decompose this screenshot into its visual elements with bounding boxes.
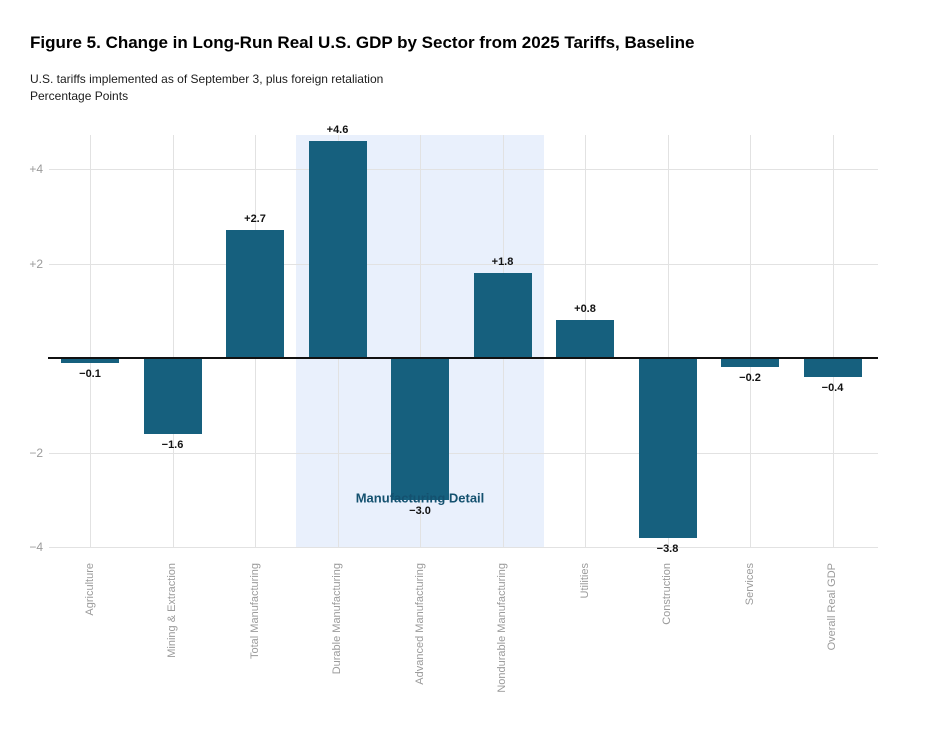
bar-value-label: +4.6 — [326, 123, 349, 136]
bar-value-label: −1.6 — [161, 438, 184, 451]
x-axis-label: Nondurable Manufacturing — [496, 563, 508, 693]
bar — [143, 358, 202, 434]
chart-title: Figure 5. Change in Long-Run Real U.S. G… — [30, 33, 695, 52]
x-axis-label: Mining & Extraction — [166, 563, 178, 658]
vertical-gridline — [667, 135, 669, 547]
vertical-gridline — [90, 135, 91, 547]
bar-value-label: −0.2 — [739, 372, 761, 385]
bar — [473, 272, 532, 358]
x-axis-label: Advanced Manufacturing — [413, 563, 426, 685]
bar — [556, 320, 614, 358]
x-axis-label: Agriculture — [83, 563, 96, 616]
horizontal-gridline — [49, 547, 878, 548]
horizontal-gridline — [49, 452, 878, 454]
horizontal-gridline — [49, 263, 878, 265]
vertical-gridline — [750, 135, 751, 547]
bar-value-label: +1.8 — [491, 255, 514, 268]
horizontal-gridline — [49, 169, 878, 170]
bar — [391, 358, 449, 500]
bar — [803, 358, 862, 377]
bar — [308, 140, 367, 358]
zero-axis-line — [48, 357, 878, 359]
x-axis-label: Utilities — [578, 563, 591, 599]
vertical-gridline — [420, 135, 421, 547]
bar-value-label: −3.8 — [656, 542, 679, 555]
y-tick-label: +2 — [29, 256, 43, 271]
x-axis-label: Construction — [661, 563, 673, 625]
bar-value-label: −3.0 — [409, 504, 431, 517]
bar-value-label: +2.7 — [244, 213, 266, 226]
bar — [226, 230, 284, 358]
x-axis-label: Overall Real GDP — [826, 563, 838, 651]
y-tick-label: −2 — [29, 445, 43, 460]
bar — [61, 358, 119, 363]
chart-subtitle: U.S. tariffs implemented as of September… — [30, 72, 384, 86]
bar — [638, 358, 697, 538]
x-axis-label: Total Manufacturing — [248, 563, 261, 659]
vertical-gridline — [832, 135, 834, 547]
y-axis-units-label: Percentage Points — [30, 89, 129, 103]
bar — [721, 358, 779, 368]
y-tick-label: +4 — [29, 162, 43, 176]
bar-value-label: +0.8 — [574, 303, 596, 316]
bar-value-label: −0.1 — [79, 367, 101, 380]
y-tick-label: −4 — [29, 540, 43, 554]
x-axis-label: Durable Manufacturing — [331, 563, 343, 675]
vertical-gridline — [172, 135, 174, 547]
highlight-region-label: Manufacturing Detail — [355, 490, 485, 506]
x-axis-label: Services — [743, 563, 756, 606]
bar-value-label: −0.4 — [821, 381, 844, 394]
